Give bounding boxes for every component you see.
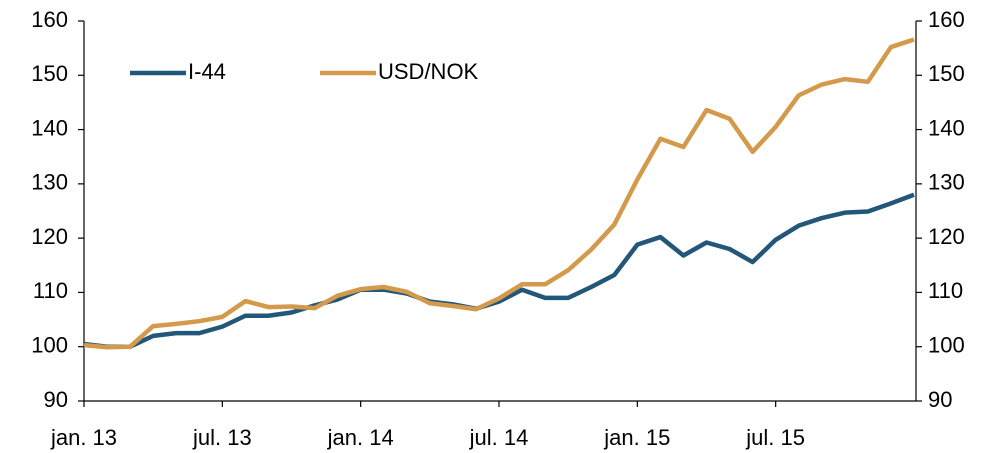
y-tick-label: 130 xyxy=(31,170,68,195)
x-tick-label: jan. 13 xyxy=(50,425,117,450)
line-series xyxy=(83,192,915,349)
line-series xyxy=(83,37,915,350)
y-tick-label: 140 xyxy=(31,115,68,140)
x-tick-label: jul. 15 xyxy=(745,425,805,450)
y2-tick-label: 90 xyxy=(928,387,952,412)
y-tick-label: 110 xyxy=(33,278,68,303)
y-tick-label: 150 xyxy=(31,61,68,86)
legend-label: USD/NOK xyxy=(378,59,479,84)
x-tick-label: jan. 15 xyxy=(603,425,670,450)
y-tick-label: 90 xyxy=(44,387,68,412)
legend-label: I-44 xyxy=(188,59,226,84)
x-tick-label: jan. 14 xyxy=(327,425,394,450)
x-tick-label: jul. 14 xyxy=(469,425,529,450)
y2-tick-label: 110 xyxy=(928,278,963,303)
y2-tick-label: 120 xyxy=(928,224,965,249)
y2-tick-label: 140 xyxy=(928,115,965,140)
y2-tick-label: 130 xyxy=(928,170,965,195)
y-tick-label: 100 xyxy=(31,333,68,358)
y2-tick-label: 160 xyxy=(928,7,965,32)
y2-tick-label: 100 xyxy=(928,333,965,358)
y-tick-label: 160 xyxy=(31,7,68,32)
x-tick-label: jul. 13 xyxy=(192,425,252,450)
y-tick-label: 120 xyxy=(31,224,68,249)
y2-tick-label: 150 xyxy=(928,61,965,86)
